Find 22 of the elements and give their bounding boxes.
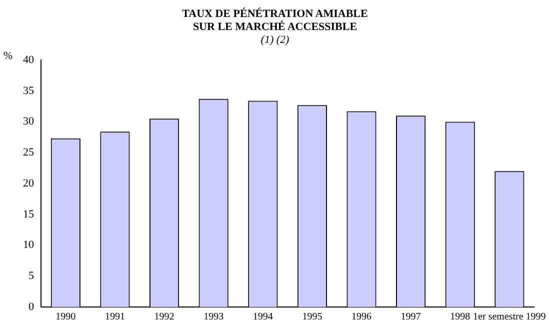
x-tick-label: 1992 xyxy=(154,312,174,323)
y-tick-label: 30 xyxy=(23,116,34,128)
y-tick-label: 0 xyxy=(28,300,34,313)
x-tick-label: 1996 xyxy=(352,312,372,323)
x-tick-label: 1997 xyxy=(400,312,421,323)
y-axis-title: % xyxy=(3,50,13,62)
x-tick-label: 1994 xyxy=(252,312,273,323)
y-tick-label: 25 xyxy=(23,146,34,159)
x-tick-label: 1990 xyxy=(56,312,76,323)
x-tick-label: 1995 xyxy=(302,312,322,323)
y-tick-label: 15 xyxy=(23,208,34,220)
chart-title: TAUX DE PÉNÉTRATION AMIABLE SUR LE MARCHÉ ACCESSIBLE xyxy=(181,8,369,34)
x-tick-label: 1er semestre 1999 xyxy=(473,312,546,323)
x-tick-label: 1993 xyxy=(204,312,224,323)
y-tick-label: 20 xyxy=(23,177,34,190)
y-tick-label: 40 xyxy=(23,54,34,66)
y-tick-label: 35 xyxy=(23,84,34,97)
x-tick-label: 1998 xyxy=(450,312,470,323)
y-tick-label: 5 xyxy=(28,270,34,282)
y-tick-label: 10 xyxy=(23,239,34,252)
chart-subtitle: (1) (2) xyxy=(260,34,290,47)
x-tick-label: 1991 xyxy=(104,312,125,323)
